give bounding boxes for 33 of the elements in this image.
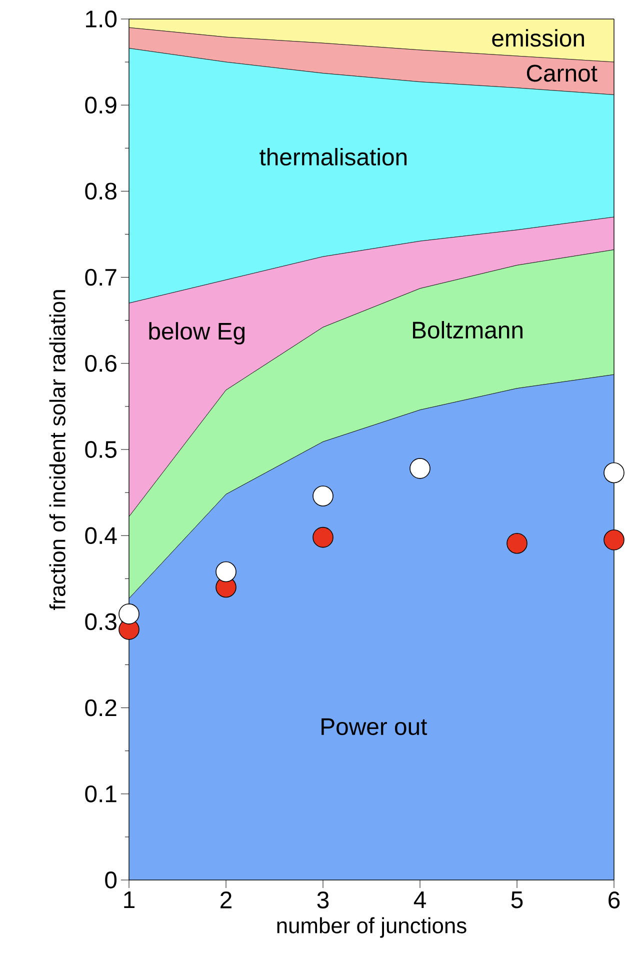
- point: [604, 462, 624, 484]
- y-tick-label: 0.2: [85, 699, 116, 716]
- x-tick-label: 2: [220, 892, 232, 908]
- y-tick-label: 0: [105, 872, 117, 888]
- point: [506, 532, 528, 554]
- x-axis-title: number of junctions: [277, 917, 466, 938]
- y-tick-label: 0.7: [85, 268, 116, 286]
- y-tick-label: 0.3: [85, 613, 116, 630]
- series-label: emission: [492, 29, 584, 47]
- series-label: Power out: [322, 718, 428, 736]
- y-axis-title: fraction of incident solar radiation: [49, 290, 66, 610]
- y-tick-label: 1.0: [86, 10, 117, 28]
- y-tick-label: 0.4: [85, 527, 117, 544]
- x-tick-label: 3: [317, 892, 329, 908]
- x-tick-label: 6: [608, 892, 620, 908]
- series-label: below Eg: [149, 322, 244, 344]
- y-tick-label: 0.6: [85, 354, 116, 372]
- point: [312, 486, 334, 506]
- y-tick-label: 0.8: [85, 182, 116, 200]
- point: [410, 458, 430, 479]
- series-label: thermalisation: [260, 148, 407, 166]
- point: [118, 604, 140, 624]
- series-label: Boltzmann: [413, 321, 522, 339]
- x-tick-label: 4: [414, 892, 426, 908]
- point: [312, 526, 334, 548]
- point: [216, 561, 236, 582]
- series-label: Carnot: [526, 64, 598, 82]
- x-tick-label: 5: [511, 892, 523, 908]
- y-tick-label: 0.1: [85, 785, 116, 802]
- point: [604, 530, 624, 550]
- y-tick-label: 0.5: [85, 441, 116, 458]
- y-tick-label: 0.9: [85, 96, 116, 114]
- x-tick-label: 1: [124, 892, 134, 908]
